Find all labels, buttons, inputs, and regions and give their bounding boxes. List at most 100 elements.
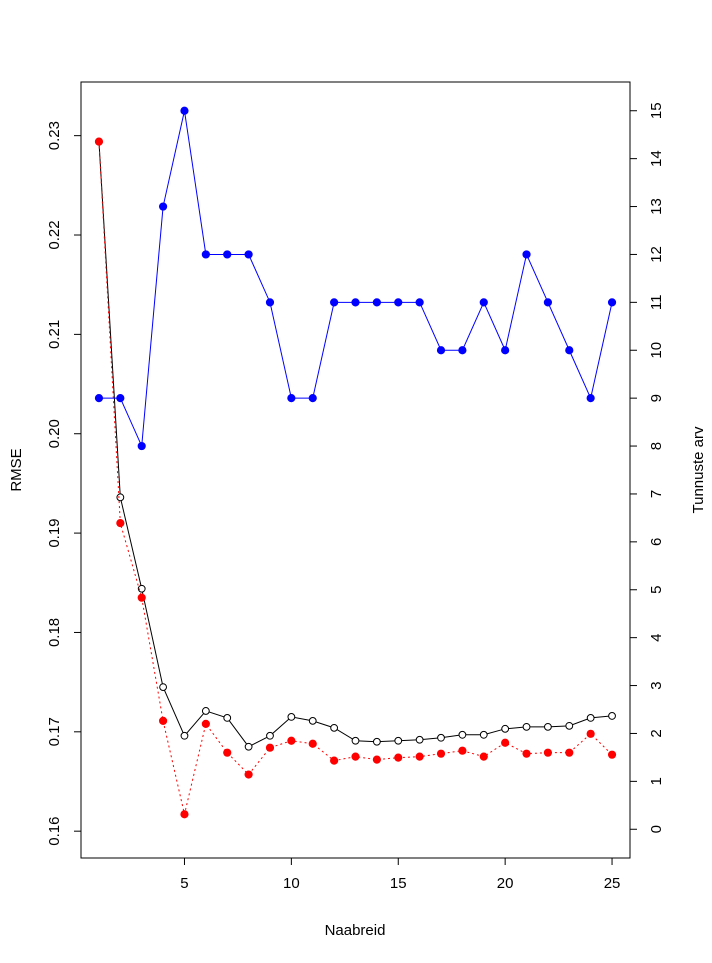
y2-axis-title: Tunnuste arv xyxy=(690,426,707,513)
series-2-point xyxy=(287,394,296,403)
series-2-point xyxy=(158,202,168,211)
series-2-point xyxy=(330,298,339,307)
series-2-point xyxy=(436,346,446,355)
x-tick-label: 15 xyxy=(390,875,407,892)
series-1-point xyxy=(180,810,189,819)
y-axis-left: 0.16 0.17 0.18 0.19 0.20 0.21 0.22 0.23 xyxy=(46,121,82,846)
y2-tick-label: 9 xyxy=(648,394,665,402)
series-0-point xyxy=(565,721,574,730)
y2-tick-label: 15 xyxy=(648,102,665,119)
y-tick-label: 0.22 xyxy=(46,220,63,249)
series-0-point xyxy=(330,723,339,732)
series-2-point xyxy=(565,346,574,355)
y-axis-title: RMSE xyxy=(8,448,25,491)
y2-tick-label: 6 xyxy=(648,538,665,546)
series-2-point xyxy=(308,394,317,403)
series-1-point xyxy=(394,753,403,762)
series-2-point xyxy=(522,250,531,259)
series-1-point xyxy=(458,746,467,755)
y-tick-label: 0.18 xyxy=(46,618,63,647)
series-0-point xyxy=(372,737,381,746)
series-1-line xyxy=(98,141,613,815)
series-2-point xyxy=(372,298,381,307)
series-2-point xyxy=(501,346,510,355)
y2-tick-label: 2 xyxy=(648,729,665,737)
series-1-point xyxy=(543,748,553,757)
series-0-point xyxy=(544,722,552,731)
series-1-point xyxy=(522,749,531,758)
series-1-point xyxy=(436,749,446,758)
series-0-point xyxy=(116,493,125,502)
series-0-point xyxy=(437,733,445,742)
y-tick-label: 0.16 xyxy=(46,817,63,846)
series-1-point xyxy=(116,519,125,528)
series-0-point xyxy=(244,742,253,751)
y2-tick-label: 0 xyxy=(648,825,665,833)
x-tick-label: 10 xyxy=(283,875,300,892)
y2-tick-label: 11 xyxy=(648,295,665,311)
series-1-point xyxy=(94,137,104,146)
series-1-point xyxy=(586,729,595,738)
series-2-point xyxy=(415,298,424,307)
series-2-point xyxy=(223,250,232,259)
x-tick-label: 5 xyxy=(180,875,188,892)
x-axis-title: Naabreid xyxy=(325,922,386,939)
series-0-point xyxy=(608,712,616,720)
y2-tick-label: 14 xyxy=(648,150,665,167)
series-0-point xyxy=(394,736,403,745)
series-2-point xyxy=(201,250,210,259)
y-tick-label: 0.20 xyxy=(46,419,63,448)
series-0-point xyxy=(479,730,488,739)
y2-tick-label: 3 xyxy=(648,681,665,689)
series-2-point xyxy=(351,298,360,307)
series-1-point xyxy=(351,752,360,761)
series-0-point xyxy=(159,683,167,692)
series-0-point xyxy=(137,584,146,593)
series-1-point xyxy=(223,748,232,757)
series-2-point xyxy=(586,394,595,403)
y-tick-label: 0.23 xyxy=(46,121,63,150)
series-0-point xyxy=(308,716,317,725)
y2-tick-label: 12 xyxy=(648,246,665,263)
series-1-point xyxy=(479,752,488,761)
series-0-point xyxy=(586,714,595,722)
series-0-point xyxy=(351,736,360,745)
series-0-point xyxy=(287,713,296,721)
series-2-point xyxy=(244,250,253,259)
series-1-point xyxy=(565,748,574,757)
y2-tick-label: 5 xyxy=(648,586,665,594)
series-2-point xyxy=(479,298,488,307)
series-0-point xyxy=(522,722,531,731)
series-2-point xyxy=(543,298,553,307)
y-tick-label: 0.17 xyxy=(46,717,63,746)
series-0-point xyxy=(266,731,274,740)
y2-tick-label: 13 xyxy=(648,198,665,215)
series-1-point xyxy=(330,756,339,765)
series-1-point xyxy=(137,593,146,602)
series-0-line xyxy=(98,141,613,748)
series-2-point xyxy=(394,298,403,307)
y2-tick-label: 10 xyxy=(648,342,665,359)
y2-tick-label: 1 xyxy=(648,777,665,785)
series-0-point xyxy=(458,730,467,739)
y-tick-label: 0.19 xyxy=(46,518,63,547)
series-layer xyxy=(94,106,617,819)
x-tick-label: 20 xyxy=(497,875,514,892)
series-2-point xyxy=(116,394,125,403)
series-2-point xyxy=(180,106,189,115)
series-0-point xyxy=(201,707,210,715)
series-1-point xyxy=(158,716,168,725)
series-1-point xyxy=(287,736,296,745)
series-1-point xyxy=(265,743,275,752)
x-tick-label: 25 xyxy=(604,875,621,892)
series-1-point xyxy=(308,739,317,748)
y2-tick-label: 8 xyxy=(648,442,665,450)
series-0-point xyxy=(501,724,510,733)
series-1-point xyxy=(607,750,617,759)
series-0-point xyxy=(415,735,424,744)
series-0-point xyxy=(223,714,232,722)
series-2-line xyxy=(98,110,613,449)
series-2-point xyxy=(94,394,104,403)
series-2-point xyxy=(607,298,617,307)
